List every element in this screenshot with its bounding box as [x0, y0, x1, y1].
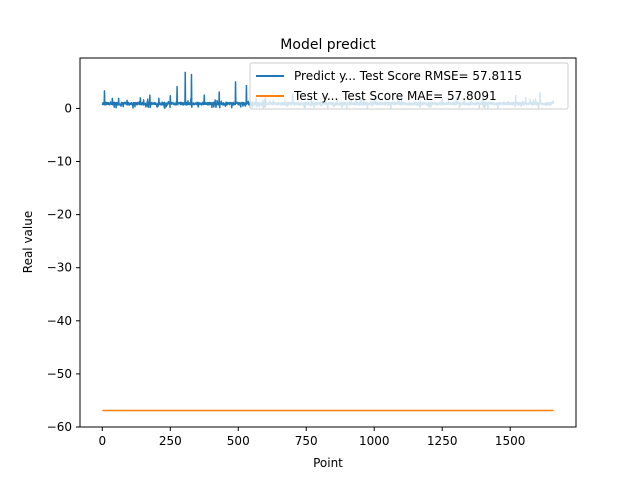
y-tick-label: −50	[47, 367, 72, 381]
x-tick-label: 0	[98, 434, 106, 448]
y-tick-label: −20	[47, 208, 72, 222]
x-tick-label: 750	[295, 434, 318, 448]
x-tick-label: 500	[227, 434, 250, 448]
x-tick-label: 250	[159, 434, 182, 448]
legend-box	[249, 62, 569, 110]
y-tick-label: −60	[47, 420, 72, 434]
x-axis-label: Point	[313, 456, 343, 470]
y-tick-label: −30	[47, 261, 72, 275]
chart-title: Model predict	[280, 37, 376, 53]
y-tick-label: −40	[47, 314, 72, 328]
x-tick-label: 1500	[495, 434, 526, 448]
x-tick-label: 1250	[427, 434, 458, 448]
legend-label-predict: Predict y... Test Score RMSE= 57.8115	[294, 69, 522, 83]
y-ticks: 0 −10 −20 −30 −40 −50 −60	[47, 101, 80, 434]
legend: Predict y... Test Score RMSE= 57.8115 Te…	[249, 62, 569, 110]
x-tick-label: 1000	[359, 434, 390, 448]
y-axis-label: Real value	[21, 211, 35, 273]
plot-frame	[79, 57, 577, 428]
y-tick-label: −10	[47, 155, 72, 169]
legend-label-test: Test y... Test Score MAE= 57.8091	[293, 89, 497, 103]
x-ticks: 0 250 500 750 1000 1250 1500	[98, 427, 525, 448]
y-tick-label: 0	[64, 101, 72, 115]
